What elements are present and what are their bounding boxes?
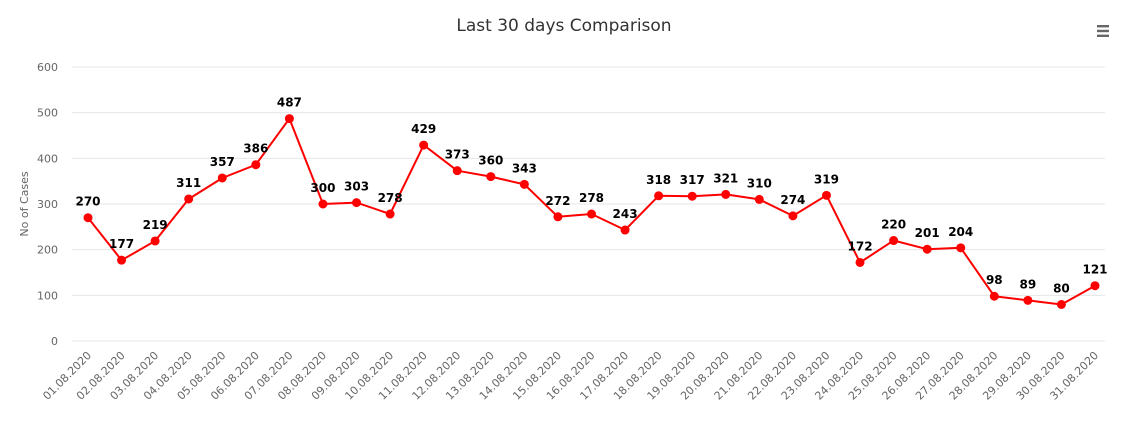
data-point[interactable] <box>788 211 798 221</box>
data-point[interactable] <box>284 114 294 124</box>
data-label: 204 <box>948 225 973 239</box>
data-label: 121 <box>1082 263 1107 277</box>
data-point[interactable] <box>217 173 227 183</box>
data-point[interactable] <box>117 255 127 265</box>
y-tick-label: 500 <box>37 107 58 120</box>
data-label: 310 <box>747 176 772 190</box>
data-point[interactable] <box>150 236 160 246</box>
y-tick-label: 300 <box>37 198 58 211</box>
data-label: 321 <box>713 171 738 185</box>
data-point[interactable] <box>989 291 999 301</box>
data-point[interactable] <box>620 225 630 235</box>
y-axis-label: No of Cases <box>18 171 31 236</box>
data-point[interactable] <box>83 213 93 223</box>
data-label: 278 <box>579 191 604 205</box>
data-point[interactable] <box>754 194 764 204</box>
data-point[interactable] <box>419 140 429 150</box>
data-label: 201 <box>915 226 940 240</box>
data-label: 272 <box>545 194 570 208</box>
data-point[interactable] <box>318 199 328 209</box>
data-point[interactable] <box>486 172 496 182</box>
data-label: 177 <box>109 237 134 251</box>
x-axis-ticks: 01.08.202002.08.202003.08.202004.08.2020… <box>40 349 1101 403</box>
data-point[interactable] <box>519 179 529 189</box>
data-label: 343 <box>512 161 537 175</box>
data-point[interactable] <box>821 190 831 200</box>
data-label: 386 <box>243 142 268 156</box>
data-label: 317 <box>680 173 705 187</box>
data-point[interactable] <box>452 166 462 176</box>
data-label: 318 <box>646 173 671 187</box>
hamburger-menu-icon-bar <box>1097 29 1109 33</box>
y-tick-label: 600 <box>37 61 58 74</box>
data-label: 319 <box>814 172 839 186</box>
data-point[interactable] <box>721 189 731 199</box>
data-label: 373 <box>445 148 470 162</box>
data-point[interactable] <box>654 191 664 201</box>
data-label: 219 <box>143 218 168 232</box>
data-label: 220 <box>881 218 906 232</box>
data-label: 487 <box>277 96 302 110</box>
data-label: 243 <box>613 207 638 221</box>
data-point[interactable] <box>251 160 261 170</box>
hamburger-menu-icon <box>1097 25 1109 28</box>
data-label: 172 <box>848 239 873 253</box>
y-tick-label: 200 <box>37 244 58 257</box>
data-point[interactable] <box>922 244 932 254</box>
data-point[interactable] <box>553 212 563 222</box>
data-point[interactable] <box>385 209 395 219</box>
data-point[interactable] <box>1056 299 1066 309</box>
chart-title: Last 30 days Comparison <box>456 16 671 36</box>
y-axis-ticks: 0 100 200 300 400 500 600 <box>37 61 58 348</box>
data-point[interactable] <box>352 198 362 208</box>
data-point[interactable] <box>855 257 865 267</box>
data-label: 429 <box>411 122 436 136</box>
data-point[interactable] <box>1023 295 1033 305</box>
data-labels: 270 177 219 311 357 386 487 300 303 278 429 373 360 3… <box>75 96 1107 296</box>
data-label: 98 <box>986 273 1003 287</box>
hamburger-menu-icon-bar <box>1097 34 1109 37</box>
data-label: 360 <box>478 154 503 168</box>
data-label: 278 <box>378 191 403 205</box>
data-label: 303 <box>344 180 369 194</box>
data-label: 270 <box>75 195 100 209</box>
data-label: 89 <box>1020 277 1037 291</box>
data-point[interactable] <box>587 209 596 219</box>
data-point[interactable] <box>184 194 194 204</box>
data-point[interactable] <box>687 191 697 201</box>
data-label: 311 <box>176 176 201 190</box>
data-point[interactable] <box>1090 281 1100 291</box>
context-menu-button[interactable] <box>1094 20 1114 40</box>
data-point[interactable] <box>889 236 899 246</box>
data-label: 80 <box>1053 281 1070 295</box>
data-label: 357 <box>210 155 235 169</box>
gridlines <box>72 66 1105 342</box>
y-tick-label: 400 <box>37 152 58 165</box>
data-point[interactable] <box>956 243 966 253</box>
data-points <box>83 114 1100 309</box>
data-label: 274 <box>780 193 805 207</box>
data-label: 300 <box>310 181 335 195</box>
y-tick-label: 0 <box>51 335 58 348</box>
y-tick-label: 100 <box>37 289 58 302</box>
